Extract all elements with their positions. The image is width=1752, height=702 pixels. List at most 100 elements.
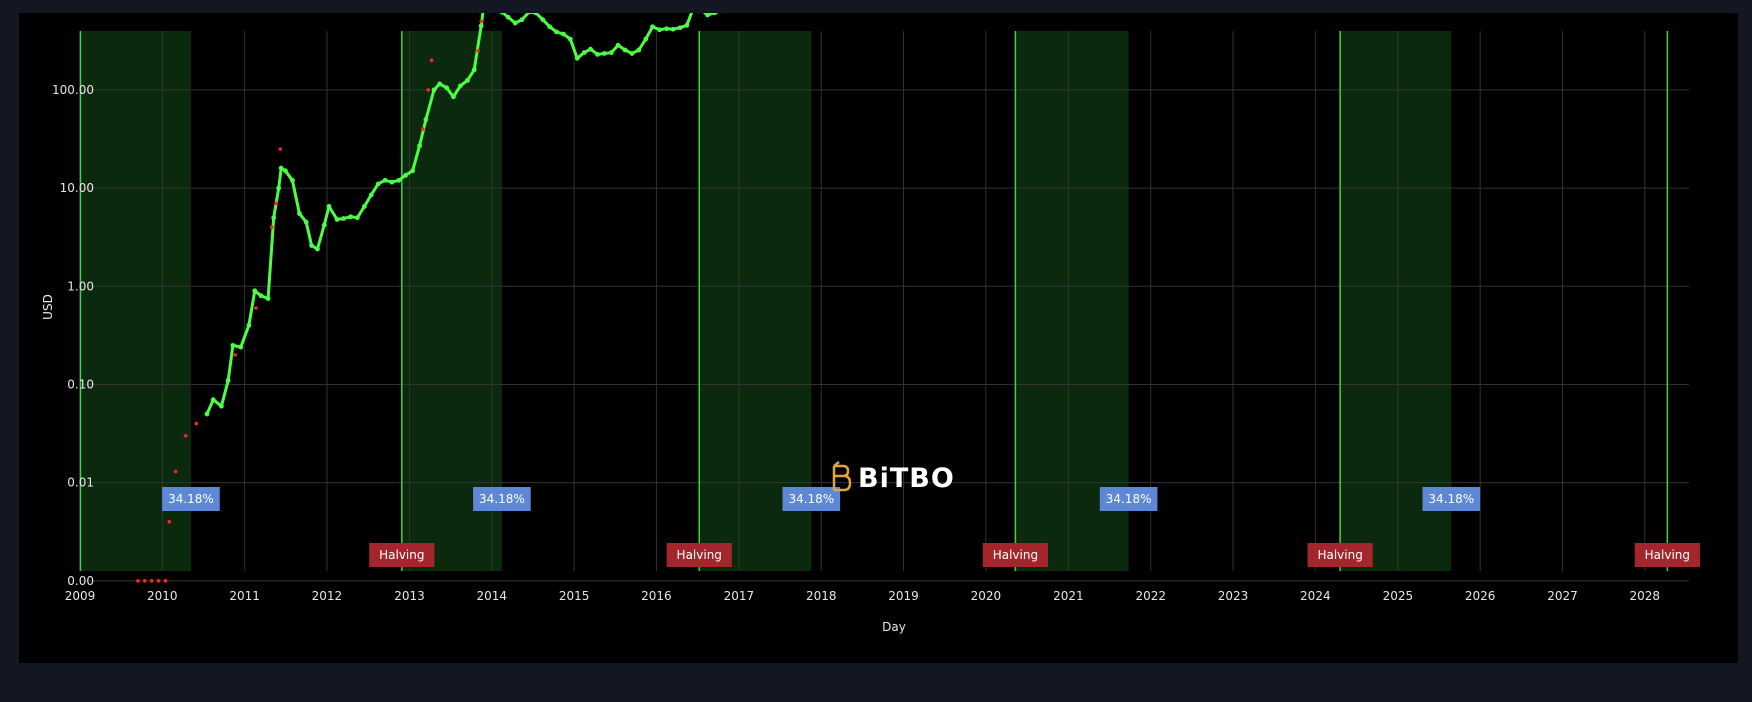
x-tick-label: 2022 [1135, 589, 1166, 603]
percent-badge-box [1422, 487, 1481, 511]
price-points [136, 13, 723, 583]
halving-lines [79, 31, 1669, 571]
halving-badge-box [982, 543, 1049, 567]
price-point [321, 222, 327, 228]
y-tick-label: 1.00 [67, 279, 94, 293]
price-point [341, 216, 347, 221]
price-point [451, 94, 456, 100]
y-tick-label: 100.00 [52, 83, 94, 97]
price-point [499, 13, 505, 15]
price-point-red [136, 579, 140, 583]
price-point [581, 50, 587, 55]
percent-badge: 34.18% [473, 487, 531, 511]
price-point-red [479, 19, 483, 24]
price-point [278, 165, 284, 171]
y-tick-label: 10.00 [60, 181, 94, 195]
halving-badge-text: Halving [1645, 548, 1690, 562]
x-tick-label: 2024 [1300, 589, 1331, 603]
percent-badge-box [1099, 487, 1158, 511]
x-tick-label: 2010 [147, 589, 178, 603]
price-point [458, 83, 463, 89]
halving-badge-box [666, 543, 732, 567]
shaded-periods [80, 31, 1452, 571]
price-point [303, 219, 309, 225]
percent-badge-text: 34.18% [479, 492, 525, 506]
price-point [276, 185, 282, 191]
x-axis-title: Day [882, 620, 906, 634]
price-point [561, 31, 566, 37]
price-point [238, 344, 244, 350]
x-tick-label: 2023 [1218, 589, 1249, 603]
x-tick-label: 2019 [888, 589, 919, 603]
price-point [636, 47, 642, 53]
price-point-red [233, 353, 237, 357]
x-tick-label: 2027 [1547, 589, 1578, 603]
shaded-period [80, 31, 191, 571]
percent-badge-text: 34.18% [168, 492, 214, 506]
price-point-red [173, 469, 178, 474]
x-tick-label: 2026 [1465, 589, 1496, 603]
price-point [547, 24, 553, 30]
price-point [354, 215, 360, 221]
bitbo-logo-icon [832, 461, 852, 492]
price-point [567, 36, 573, 42]
price-chart: 100,000.0010,000.001,000.00100.0010.001.… [41, 13, 1700, 634]
price-point [431, 87, 437, 93]
price-point [533, 13, 539, 16]
halving-badge-text: Halving [1317, 548, 1362, 562]
price-point [437, 81, 443, 87]
shaded-period [1340, 31, 1452, 571]
price-point [465, 77, 470, 83]
x-tick-label: 2025 [1383, 589, 1414, 603]
price-point-red [156, 579, 161, 583]
y-tick-label: 0.10 [67, 377, 94, 391]
price-point [650, 24, 655, 30]
price-point [204, 411, 210, 417]
price-point [574, 55, 580, 61]
annotation-badges: 34.18% 34.18% 34.18% 34.18% 34.18% Halving Hal… [162, 487, 1700, 567]
price-point [334, 216, 340, 222]
price-point-red [194, 421, 199, 426]
price-point [309, 243, 314, 248]
price-point [403, 172, 409, 178]
y-tick-label: 0.01 [67, 476, 94, 490]
watermark-brand: BiTBO [858, 463, 955, 494]
price-point [283, 168, 288, 174]
price-point [622, 47, 628, 53]
percent-badge: 34.18% [782, 487, 841, 511]
x-tick-label: 2015 [559, 589, 590, 603]
price-point-red [149, 579, 154, 583]
price-point [218, 403, 224, 409]
price-point [265, 296, 271, 301]
halving-badge: Halving [1307, 543, 1373, 567]
price-point [417, 143, 423, 149]
percent-badge: 34.18% [1422, 487, 1481, 511]
price-point [389, 179, 395, 185]
price-point [471, 67, 477, 73]
price-point-red [420, 127, 425, 131]
price-point [210, 397, 216, 403]
price-point [290, 177, 295, 183]
price-point [595, 51, 600, 57]
price-point-red [254, 306, 258, 310]
price-point [540, 17, 546, 23]
percent-badge-text: 34.18% [1428, 492, 1474, 506]
x-tick-label: 2009 [65, 589, 96, 603]
price-point [712, 13, 717, 16]
shaded-period [1015, 31, 1129, 571]
price-point [326, 204, 332, 209]
watermark: BiTBO [832, 461, 955, 494]
price-point [478, 23, 484, 29]
halving-badge-box [369, 543, 435, 567]
axes: 100,000.0010,000.001,000.00100.0010.001.… [52, 83, 1660, 603]
percent-badge-box [782, 487, 841, 511]
x-tick-label: 2011 [229, 589, 260, 603]
x-tick-label: 2016 [641, 589, 672, 603]
price-point-red [167, 519, 172, 524]
y-tick-label: 0.00 [67, 574, 94, 588]
percent-badge: 34.18% [1099, 487, 1158, 511]
price-point [554, 29, 559, 35]
price-trace [205, 13, 720, 416]
price-point-red [426, 88, 430, 92]
halving-badge-text: Halving [993, 548, 1038, 562]
